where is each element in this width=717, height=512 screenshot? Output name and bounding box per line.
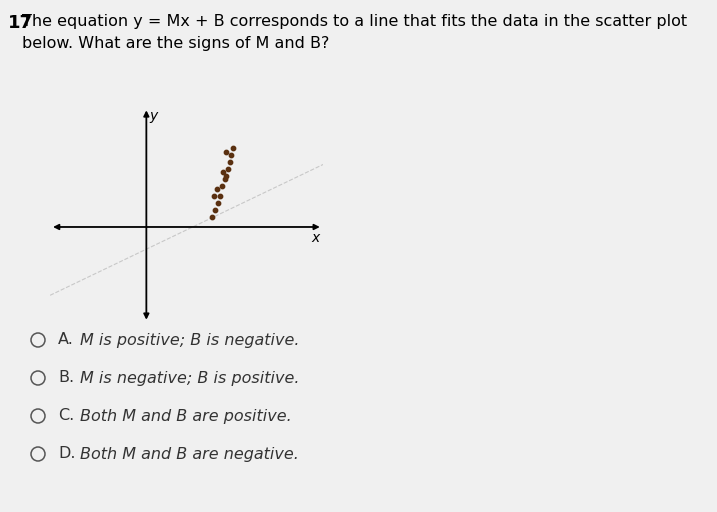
Text: Both M and B are positive.: Both M and B are positive. <box>80 409 292 423</box>
Point <box>217 168 229 177</box>
Point <box>211 185 222 194</box>
Text: A.: A. <box>58 332 74 348</box>
Text: Both M and B are negative.: Both M and B are negative. <box>80 446 299 461</box>
Text: M is negative; B is positive.: M is negative; B is positive. <box>80 371 300 386</box>
Text: M is positive; B is negative.: M is positive; B is negative. <box>80 332 300 348</box>
Point <box>213 199 224 207</box>
Text: below. What are the signs of M and B?: below. What are the signs of M and B? <box>22 36 329 51</box>
Point <box>208 192 219 200</box>
Text: x: x <box>311 231 320 245</box>
Point <box>206 212 218 221</box>
Text: B.: B. <box>58 371 74 386</box>
Point <box>224 158 235 166</box>
Text: 17: 17 <box>8 14 33 32</box>
Point <box>227 144 239 153</box>
Text: y: y <box>150 109 158 123</box>
Text: D.: D. <box>58 446 75 461</box>
Point <box>216 182 227 190</box>
Point <box>214 192 226 200</box>
Point <box>221 148 232 156</box>
Point <box>226 151 237 159</box>
Point <box>219 175 231 183</box>
Text: The equation y = Mx + B corresponds to a line that fits the data in the scatter : The equation y = Mx + B corresponds to a… <box>22 14 687 29</box>
Point <box>209 206 221 214</box>
Point <box>222 165 234 173</box>
Text: C.: C. <box>58 409 75 423</box>
Point <box>221 172 232 180</box>
